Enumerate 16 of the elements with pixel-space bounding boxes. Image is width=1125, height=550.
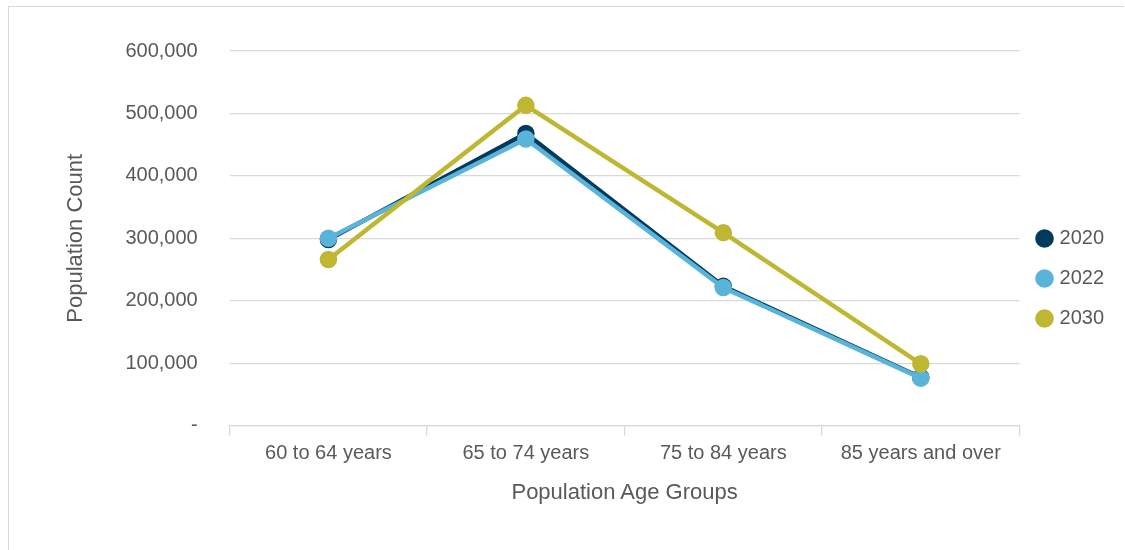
x-tick-label: 60 to 64 years [265,441,392,464]
y-tick-label: 400,000 [125,163,198,186]
legend-label: 2030 [1059,306,1105,329]
x-tick-label: 85 years and over [840,441,1002,464]
y-tick-label: 300,000 [125,225,198,248]
y-tick-label: 100,000 [125,350,198,373]
x-axis-title: Population Age Groups [511,478,738,504]
y-tick-label: 500,000 [125,100,198,123]
x-tick-label: 75 to 84 years [659,441,787,464]
y-axis-title: Population Count [62,153,88,323]
y-tick-label: - [191,413,198,436]
legend-label: 2020 [1059,226,1105,249]
y-tick-label: 200,000 [125,288,198,311]
legend-label: 2022 [1059,266,1105,289]
y-tick-label: 600,000 [125,38,198,61]
x-tick-label: 65 to 74 years [462,441,590,464]
